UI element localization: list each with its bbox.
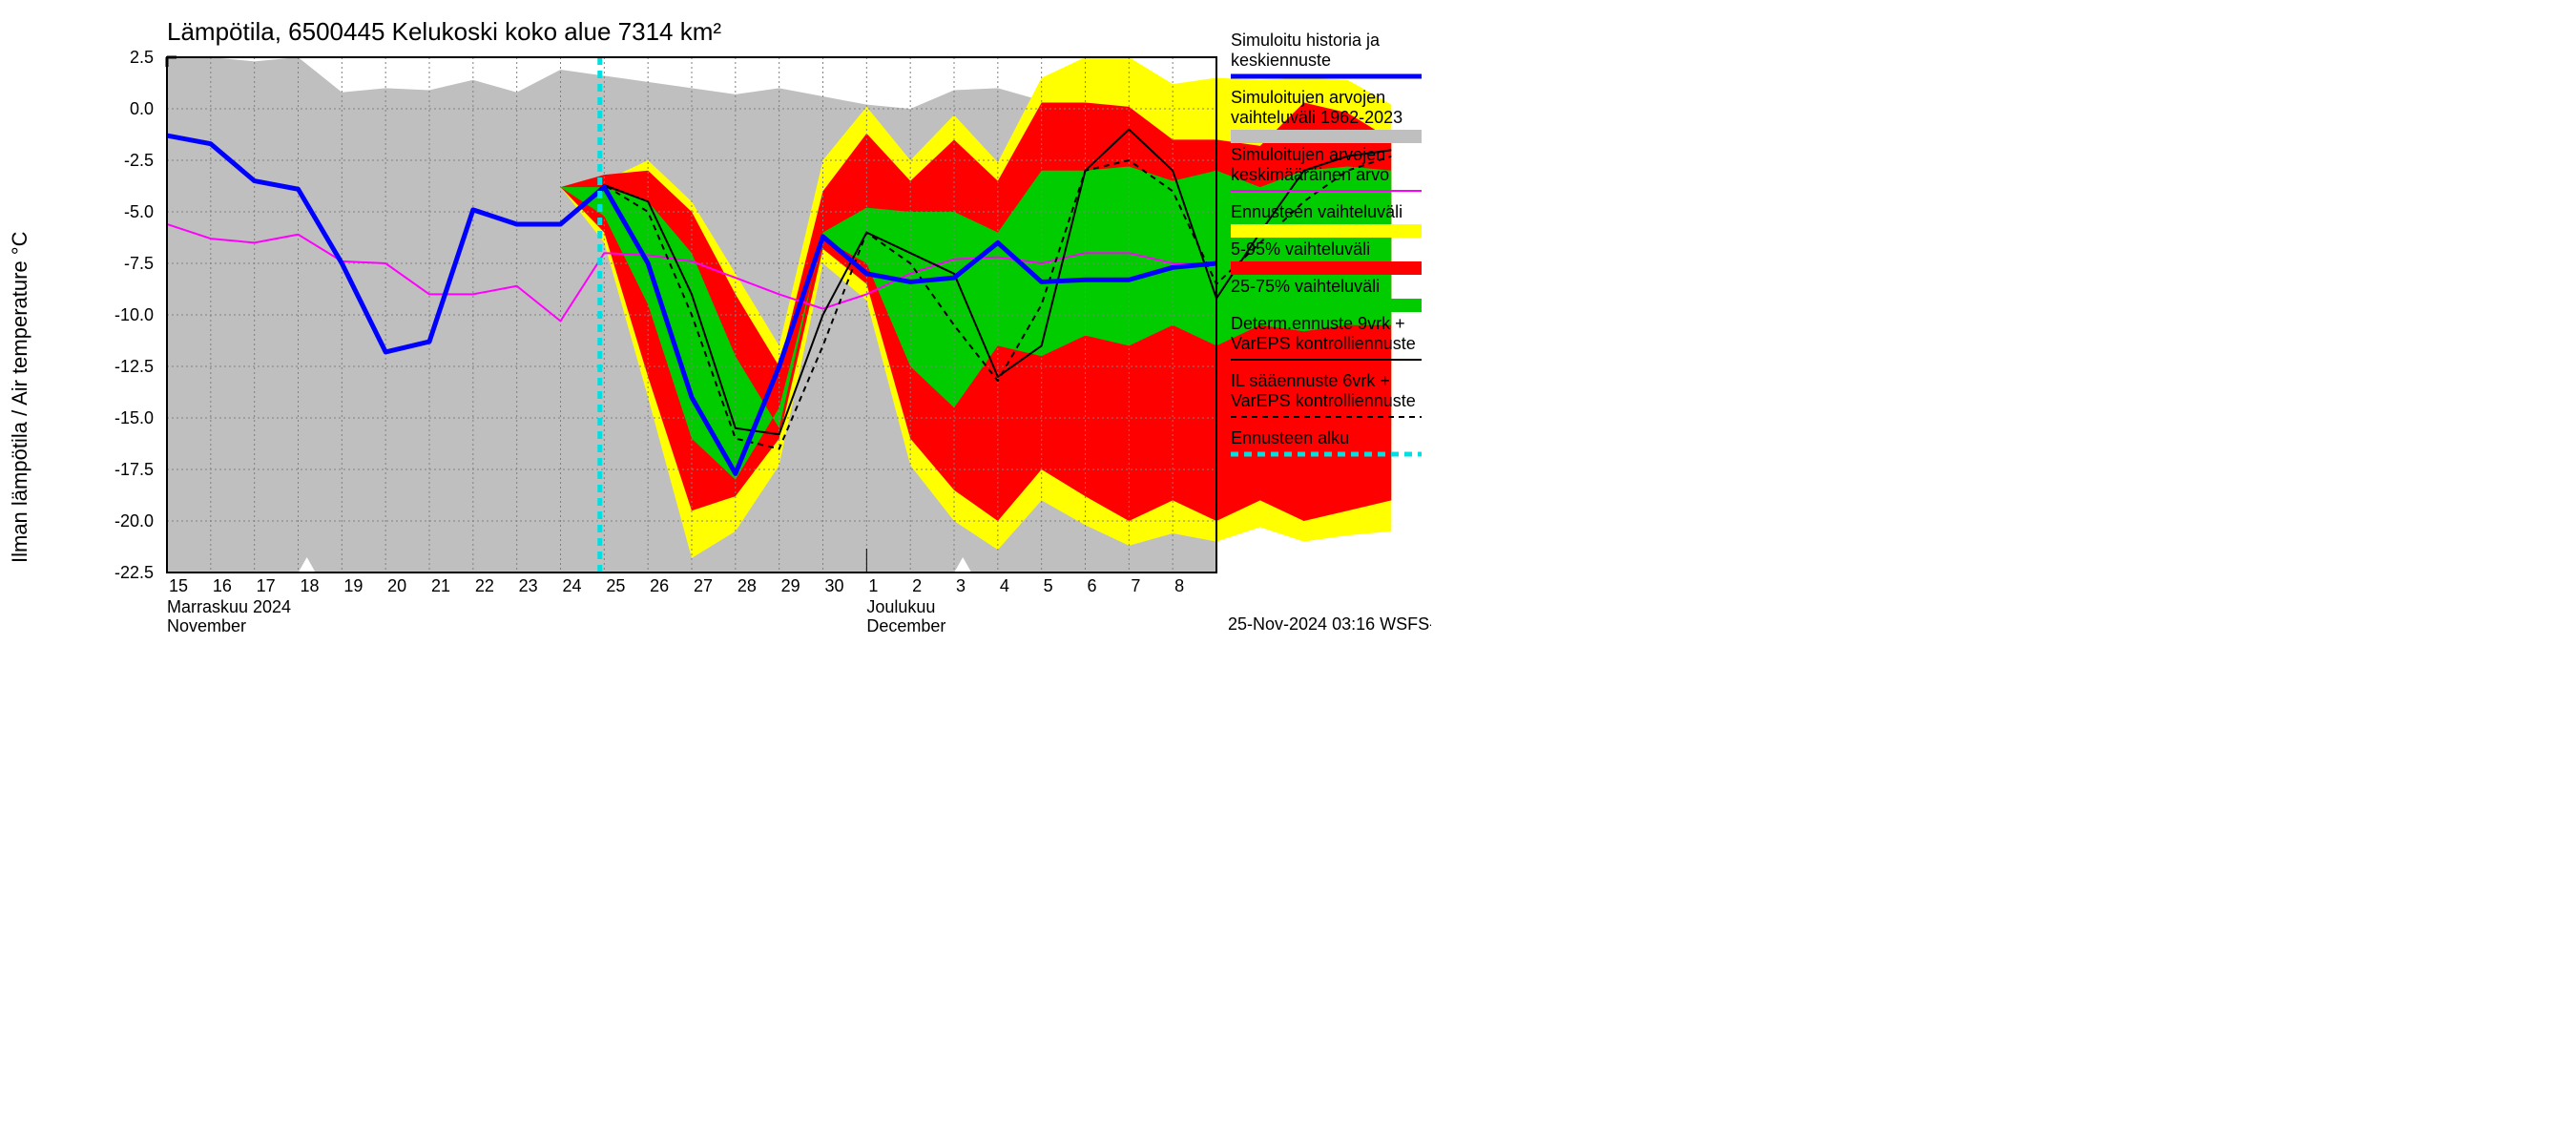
x-tick-label: 2 [912, 576, 922, 595]
y-tick-label: -17.5 [114, 460, 154, 479]
x-tick-label: 5 [1044, 576, 1053, 595]
x-tick-label: 24 [563, 576, 582, 595]
x-tick-label: 3 [956, 576, 966, 595]
legend-label: VarEPS kontrolliennuste [1231, 391, 1416, 410]
legend-swatch [1231, 224, 1422, 238]
x-tick-label: 8 [1174, 576, 1184, 595]
x-tick-label: 28 [737, 576, 757, 595]
y-tick-label: -7.5 [124, 254, 154, 273]
legend-label: keskimääräinen arvo [1231, 165, 1389, 184]
x-tick-label: 27 [694, 576, 713, 595]
legend-label: 5-95% vaihteluväli [1231, 239, 1370, 259]
x-tick-label: 17 [257, 576, 276, 595]
y-tick-label: -2.5 [124, 151, 154, 170]
legend-swatch [1231, 299, 1422, 312]
chart-footer: 25-Nov-2024 03:16 WSFS-O [1228, 614, 1431, 634]
legend-label: Simuloitujen arvojen [1231, 145, 1385, 164]
legend-swatch [1231, 261, 1422, 275]
month-label: Joulukuu [866, 597, 935, 616]
month-label: November [167, 616, 246, 635]
y-tick-label: -5.0 [124, 202, 154, 221]
legend-label: Simuloitujen arvojen [1231, 88, 1385, 107]
x-tick-label: 25 [606, 576, 625, 595]
x-tick-label: 7 [1131, 576, 1140, 595]
y-tick-label: -22.5 [114, 563, 154, 582]
x-tick-label: 19 [343, 576, 363, 595]
legend-label: keskiennuste [1231, 51, 1331, 70]
x-tick-label: 1 [868, 576, 878, 595]
temperature-forecast-chart: Lämpötila, 6500445 Kelukoski koko alue 7… [0, 0, 1431, 636]
legend-label: Determ.ennuste 9vrk + [1231, 314, 1405, 333]
legend-label: 25-75% vaihteluväli [1231, 277, 1380, 296]
y-tick-label: -10.0 [114, 305, 154, 324]
x-tick-label: 23 [519, 576, 538, 595]
month-label: December [866, 616, 945, 635]
y-tick-label: -12.5 [114, 357, 154, 376]
legend-label: vaihteluväli 1962-2023 [1231, 108, 1402, 127]
x-tick-label: 29 [781, 576, 800, 595]
x-tick-label: 20 [387, 576, 406, 595]
x-tick-label: 16 [213, 576, 232, 595]
chart-title: Lämpötila, 6500445 Kelukoski koko alue 7… [167, 17, 721, 46]
x-tick-label: 26 [650, 576, 669, 595]
y-tick-label: -15.0 [114, 408, 154, 427]
y-tick-label: 2.5 [130, 48, 154, 67]
x-tick-label: 22 [475, 576, 494, 595]
y-tick-label: -20.0 [114, 511, 154, 531]
x-tick-label: 30 [825, 576, 844, 595]
legend-label: Simuloitu historia ja [1231, 31, 1381, 50]
x-tick-label: 6 [1088, 576, 1097, 595]
y-tick-label: 0.0 [130, 99, 154, 118]
y-axis-label: Ilman lämpötila / Air temperature °C [8, 231, 31, 563]
x-tick-label: 4 [1000, 576, 1009, 595]
x-tick-label: 18 [301, 576, 320, 595]
legend-label: IL sääennuste 6vrk + [1231, 371, 1390, 390]
legend-label: Ennusteen alku [1231, 428, 1349, 448]
legend-label: VarEPS kontrolliennuste [1231, 334, 1416, 353]
month-label: Marraskuu 2024 [167, 597, 291, 616]
x-tick-label: 21 [431, 576, 450, 595]
legend-label: Ennusteen vaihteluväli [1231, 202, 1402, 221]
legend-swatch [1231, 130, 1422, 143]
x-tick-label: 15 [169, 576, 188, 595]
